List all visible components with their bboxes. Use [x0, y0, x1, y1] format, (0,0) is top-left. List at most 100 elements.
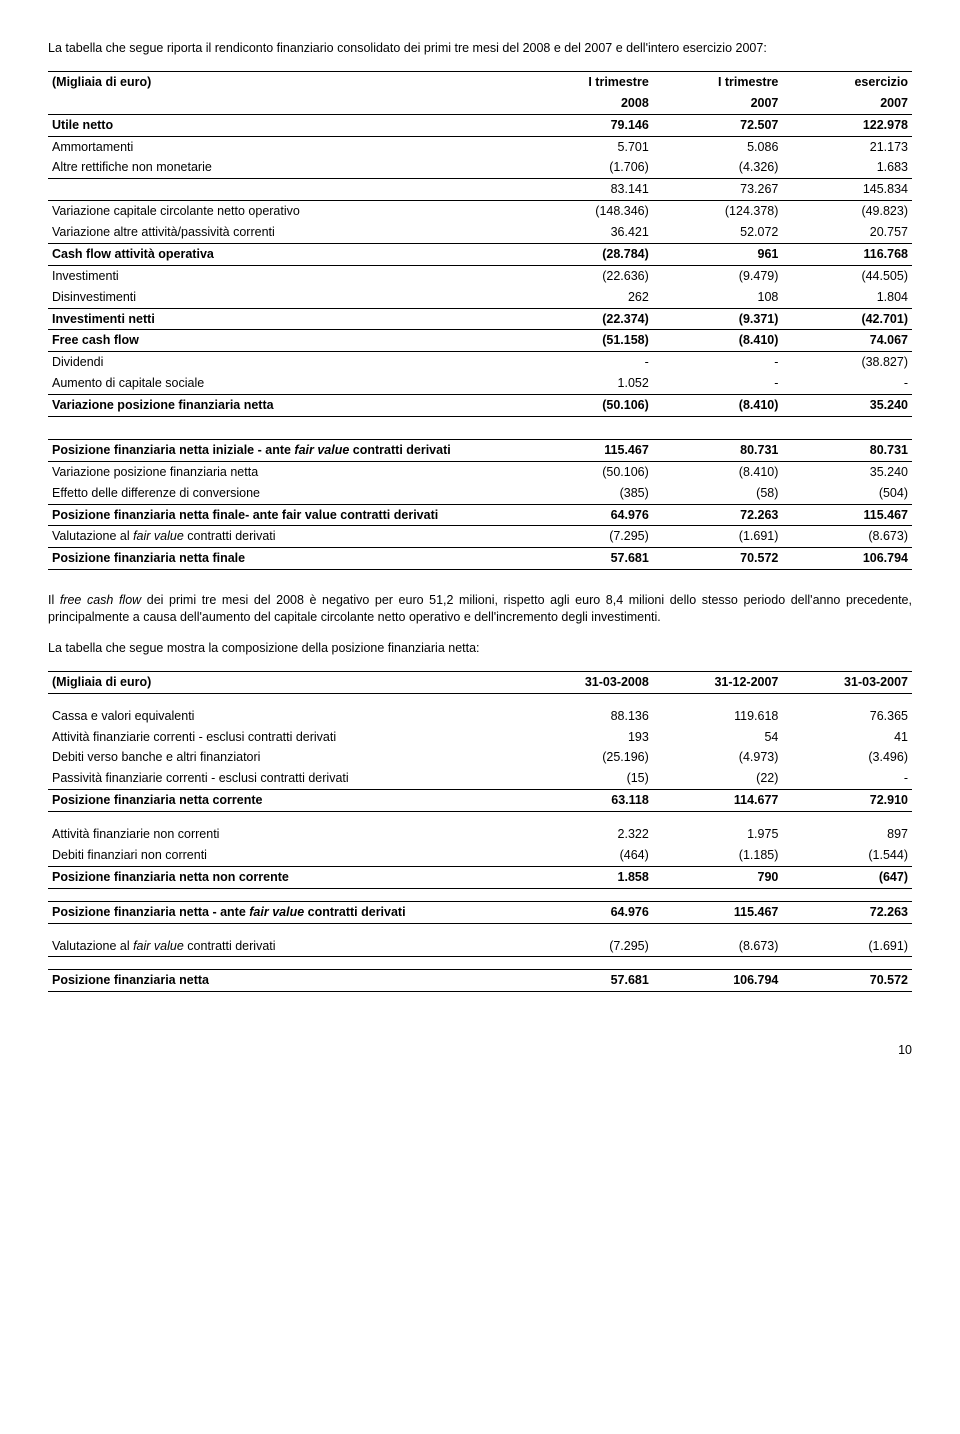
- header-col: 2007: [782, 93, 912, 114]
- cell: 70.572: [782, 970, 912, 992]
- row-label: Attività finanziarie non correnti: [48, 824, 523, 845]
- table-row: Cassa e valori equivalenti 88.136 119.61…: [48, 706, 912, 727]
- row-label: Disinvestimenti: [48, 287, 523, 308]
- spacer: [48, 888, 912, 901]
- table-row: Posizione finanziaria netta - ante fair …: [48, 901, 912, 923]
- cell: (49.823): [782, 201, 912, 222]
- row-label: Posizione finanziaria netta non corrente: [48, 866, 523, 888]
- cell: (22.374): [523, 308, 653, 330]
- table-row: Posizione finanziaria netta iniziale - a…: [48, 439, 912, 461]
- cell: 21.173: [782, 136, 912, 157]
- cell: (1.185): [653, 845, 783, 866]
- cell: (504): [782, 483, 912, 504]
- cell: 1.683: [782, 157, 912, 178]
- cell: 70.572: [653, 548, 783, 570]
- cell: 961: [653, 243, 783, 265]
- cell: 106.794: [782, 548, 912, 570]
- row-label: Attività finanziarie correnti - esclusi …: [48, 727, 523, 748]
- cell: (50.106): [523, 461, 653, 482]
- row-label: Cash flow attività operativa: [48, 243, 523, 265]
- header-label: (Migliaia di euro): [48, 71, 523, 92]
- row-label: Debiti verso banche e altri finanziatori: [48, 747, 523, 768]
- row-label: Posizione finanziaria netta finale: [48, 548, 523, 570]
- cell: 73.267: [653, 179, 783, 201]
- table-row: Attività finanziarie correnti - esclusi …: [48, 727, 912, 748]
- cell: 88.136: [523, 706, 653, 727]
- cashflow-table: (Migliaia di euro) I trimestre I trimest…: [48, 71, 912, 417]
- cell: 1.858: [523, 866, 653, 888]
- cell: (9.371): [653, 308, 783, 330]
- cell: (8.673): [782, 526, 912, 548]
- row-label: Dividendi: [48, 352, 523, 373]
- cell: (7.295): [523, 936, 653, 957]
- header-col: 31-03-2008: [523, 671, 653, 693]
- intro-paragraph: La tabella che segue riporta il rendicon…: [48, 40, 912, 57]
- row-label: Investimenti: [48, 265, 523, 286]
- cell: 122.978: [782, 114, 912, 136]
- cell: (28.784): [523, 243, 653, 265]
- row-label: Altre rettifiche non monetarie: [48, 157, 523, 178]
- pfn-intro-paragraph: La tabella che segue mostra la composizi…: [48, 640, 912, 657]
- table-row: Posizione finanziaria netta finale 57.68…: [48, 548, 912, 570]
- cell: 63.118: [523, 790, 653, 812]
- row-label: [48, 179, 523, 201]
- row-label: Cassa e valori equivalenti: [48, 706, 523, 727]
- cell: 64.976: [523, 504, 653, 526]
- cell: 52.072: [653, 222, 783, 243]
- cell: 1.804: [782, 287, 912, 308]
- cell: 145.834: [782, 179, 912, 201]
- cell: 5.086: [653, 136, 783, 157]
- table-row: Investimenti netti (22.374) (9.371) (42.…: [48, 308, 912, 330]
- cell: 116.768: [782, 243, 912, 265]
- cell: (42.701): [782, 308, 912, 330]
- header-col: I trimestre: [653, 71, 783, 92]
- cell: (22.636): [523, 265, 653, 286]
- cell: -: [653, 352, 783, 373]
- table-header-row: 2008 2007 2007: [48, 93, 912, 114]
- table-row: Aumento di capitale sociale 1.052 - -: [48, 373, 912, 394]
- row-label: Posizione finanziaria netta: [48, 970, 523, 992]
- cell: 72.263: [782, 901, 912, 923]
- row-label: Debiti finanziari non correnti: [48, 845, 523, 866]
- cell: 193: [523, 727, 653, 748]
- cell: 106.794: [653, 970, 783, 992]
- cell: 108: [653, 287, 783, 308]
- table-row: Posizione finanziaria netta finale- ante…: [48, 504, 912, 526]
- cell: 72.910: [782, 790, 912, 812]
- cell: 115.467: [782, 504, 912, 526]
- row-label: Posizione finanziaria netta - ante fair …: [48, 901, 523, 923]
- cell: -: [782, 768, 912, 789]
- cell: (51.158): [523, 330, 653, 352]
- cell: 36.421: [523, 222, 653, 243]
- cell: 115.467: [523, 439, 653, 461]
- row-label: Valutazione al fair value contratti deri…: [48, 526, 523, 548]
- table-row: Disinvestimenti 262 108 1.804: [48, 287, 912, 308]
- table-row: Altre rettifiche non monetarie (1.706) (…: [48, 157, 912, 178]
- cell: 72.507: [653, 114, 783, 136]
- table-row: Posizione finanziaria netta corrente 63.…: [48, 790, 912, 812]
- cell: (7.295): [523, 526, 653, 548]
- cell: (1.544): [782, 845, 912, 866]
- cell: 57.681: [523, 970, 653, 992]
- cell: (148.346): [523, 201, 653, 222]
- row-label: Aumento di capitale sociale: [48, 373, 523, 394]
- cell: 83.141: [523, 179, 653, 201]
- spacer: [48, 957, 912, 970]
- header-col: 31-03-2007: [782, 671, 912, 693]
- cell: 119.618: [653, 706, 783, 727]
- row-label: Passività finanziarie correnti - esclusi…: [48, 768, 523, 789]
- cell: (38.827): [782, 352, 912, 373]
- header-col: I trimestre: [523, 71, 653, 92]
- cell: (8.410): [653, 395, 783, 417]
- row-label: Variazione altre attività/passività corr…: [48, 222, 523, 243]
- table-row: Variazione altre attività/passività corr…: [48, 222, 912, 243]
- cell: (464): [523, 845, 653, 866]
- cell: 41: [782, 727, 912, 748]
- row-label: Effetto delle differenze di conversione: [48, 483, 523, 504]
- table-row: Utile netto 79.146 72.507 122.978: [48, 114, 912, 136]
- cell: 57.681: [523, 548, 653, 570]
- cell: (8.673): [653, 936, 783, 957]
- table-row: Ammortamenti 5.701 5.086 21.173: [48, 136, 912, 157]
- cell: (1.691): [653, 526, 783, 548]
- table-row: Valutazione al fair value contratti deri…: [48, 936, 912, 957]
